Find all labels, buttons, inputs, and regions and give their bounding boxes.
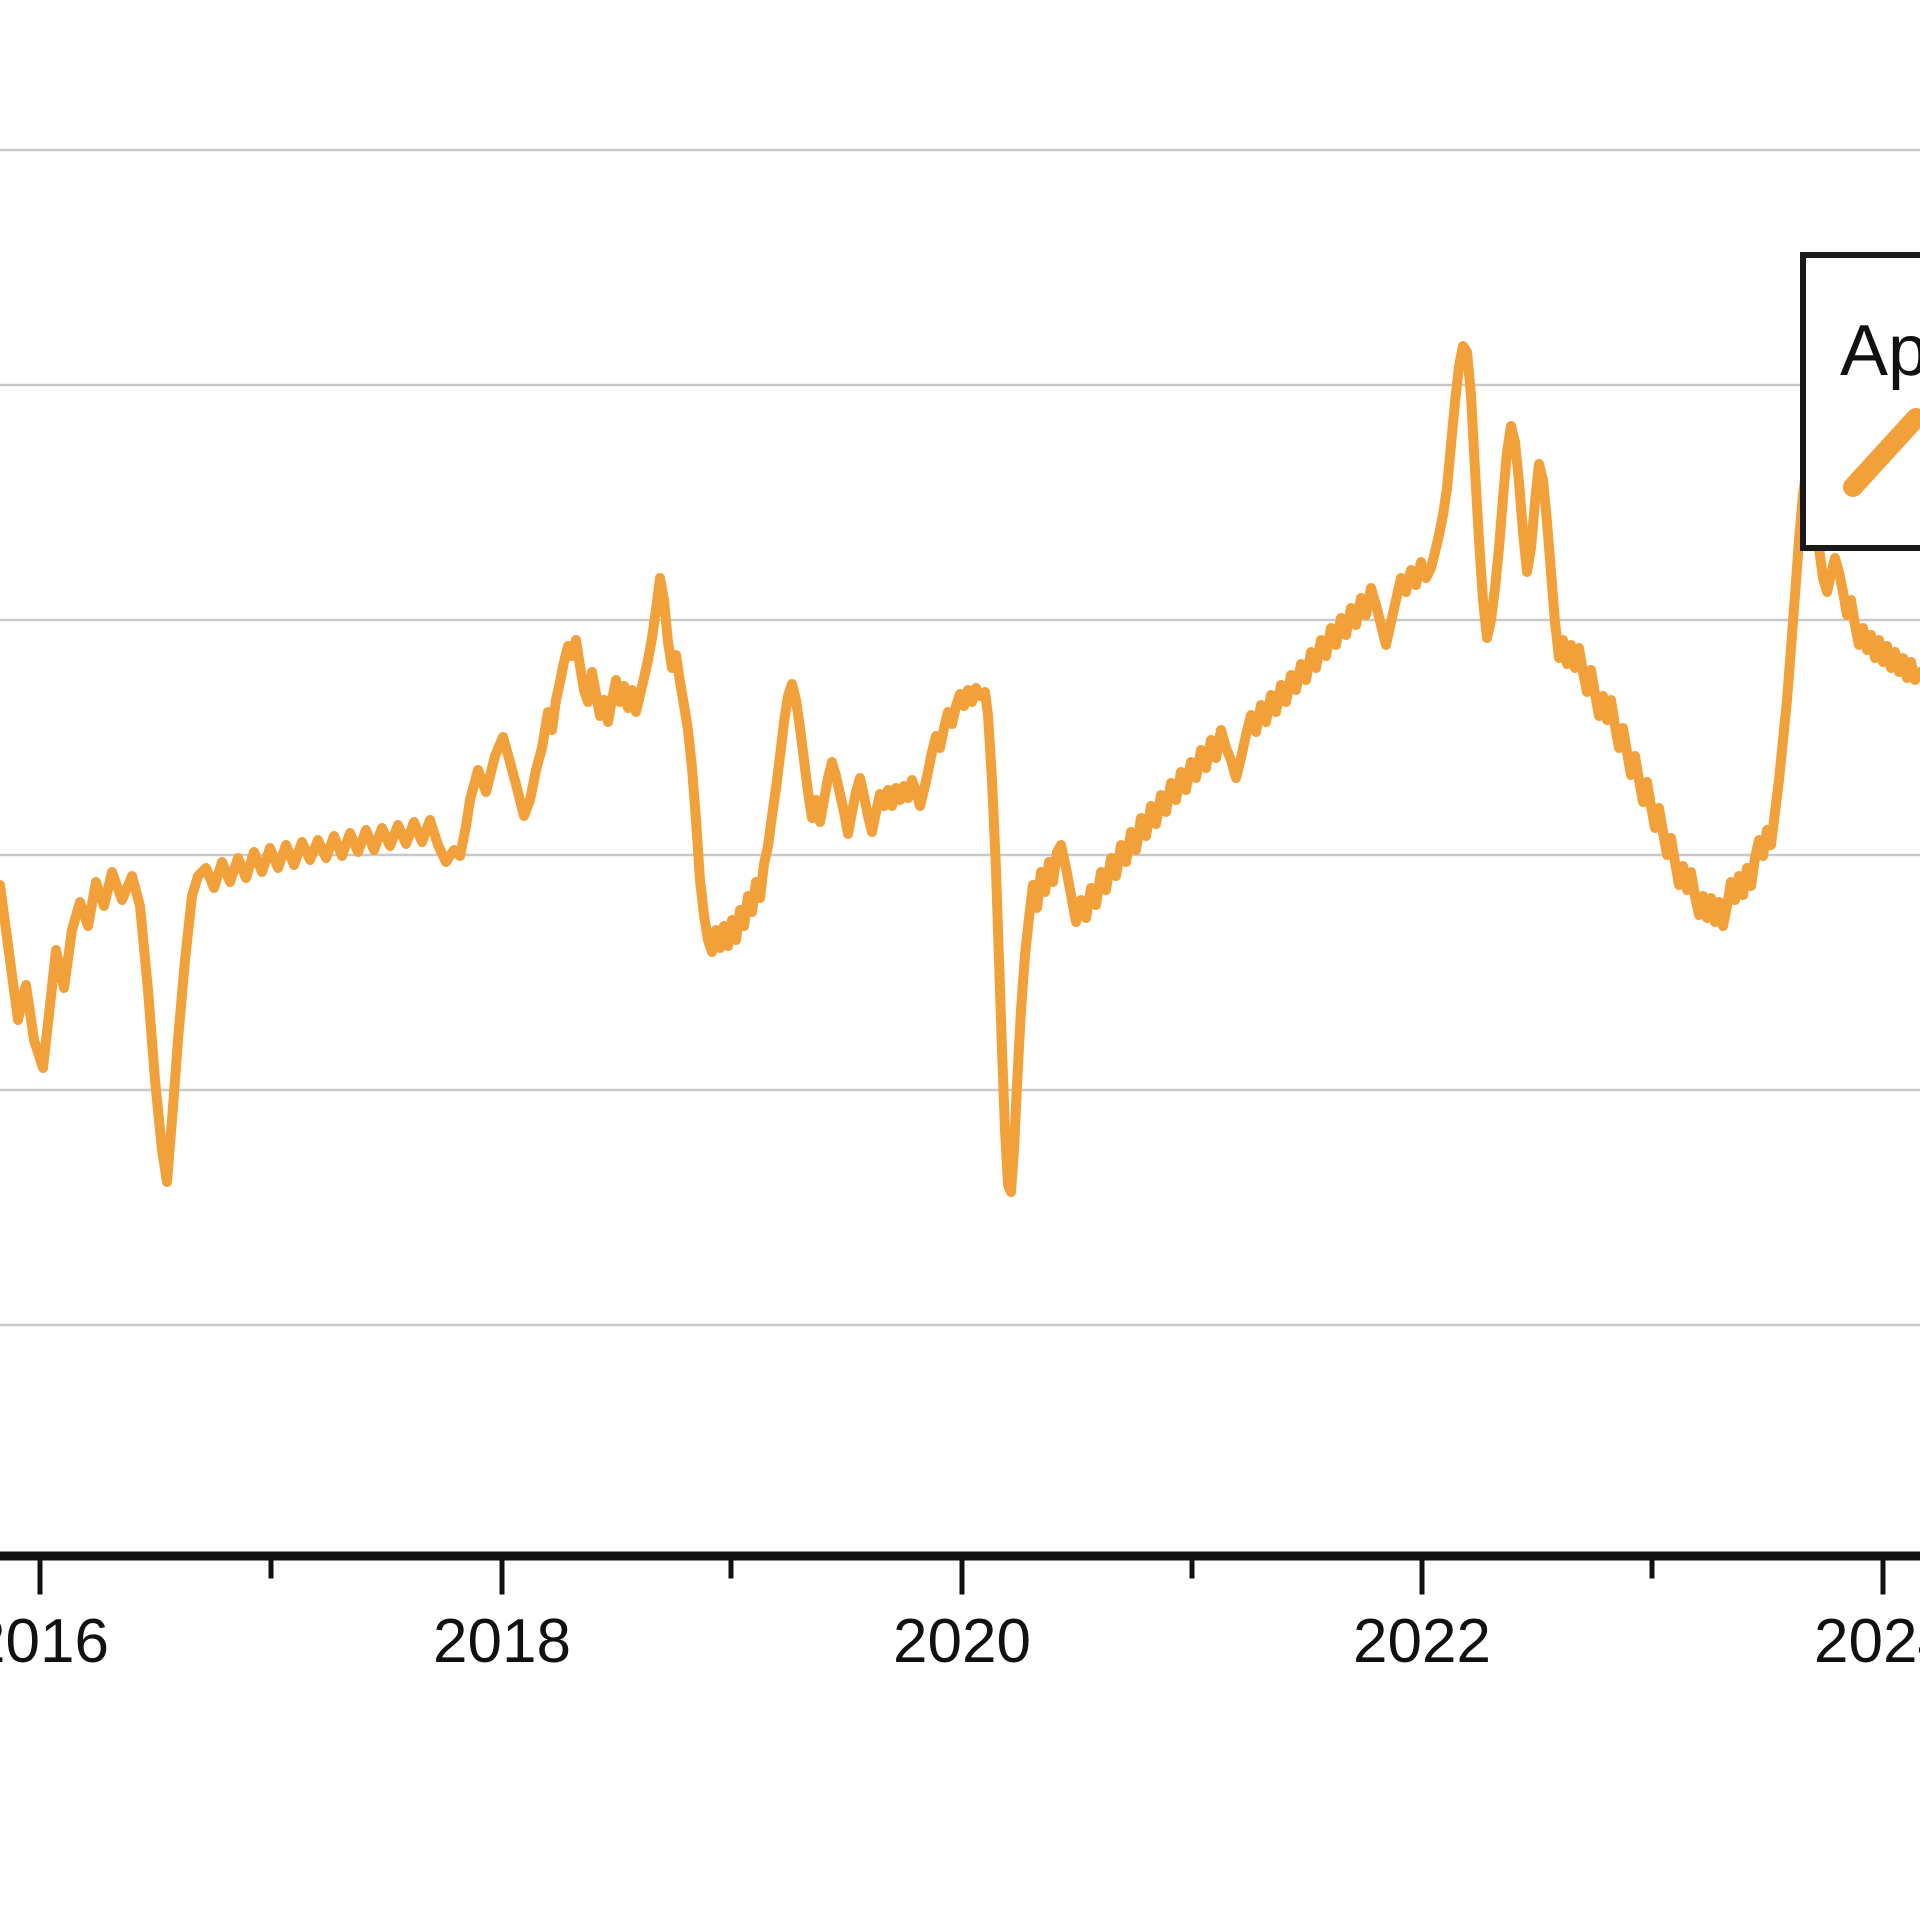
x-axis-tick-label: 2024	[1814, 1607, 1920, 1676]
x-axis-tick-label: 2016	[0, 1607, 109, 1676]
legend-series-label: Ap	[1840, 311, 1920, 391]
series-line	[0, 341, 1920, 1197]
x-axis-tick-label: 2018	[433, 1607, 571, 1676]
legend-box	[1800, 252, 1920, 551]
legend-line-sample	[1843, 408, 1920, 497]
x-axis-tick-label: 2020	[893, 1607, 1031, 1676]
x-axis-tick-label: 2022	[1353, 1607, 1491, 1676]
